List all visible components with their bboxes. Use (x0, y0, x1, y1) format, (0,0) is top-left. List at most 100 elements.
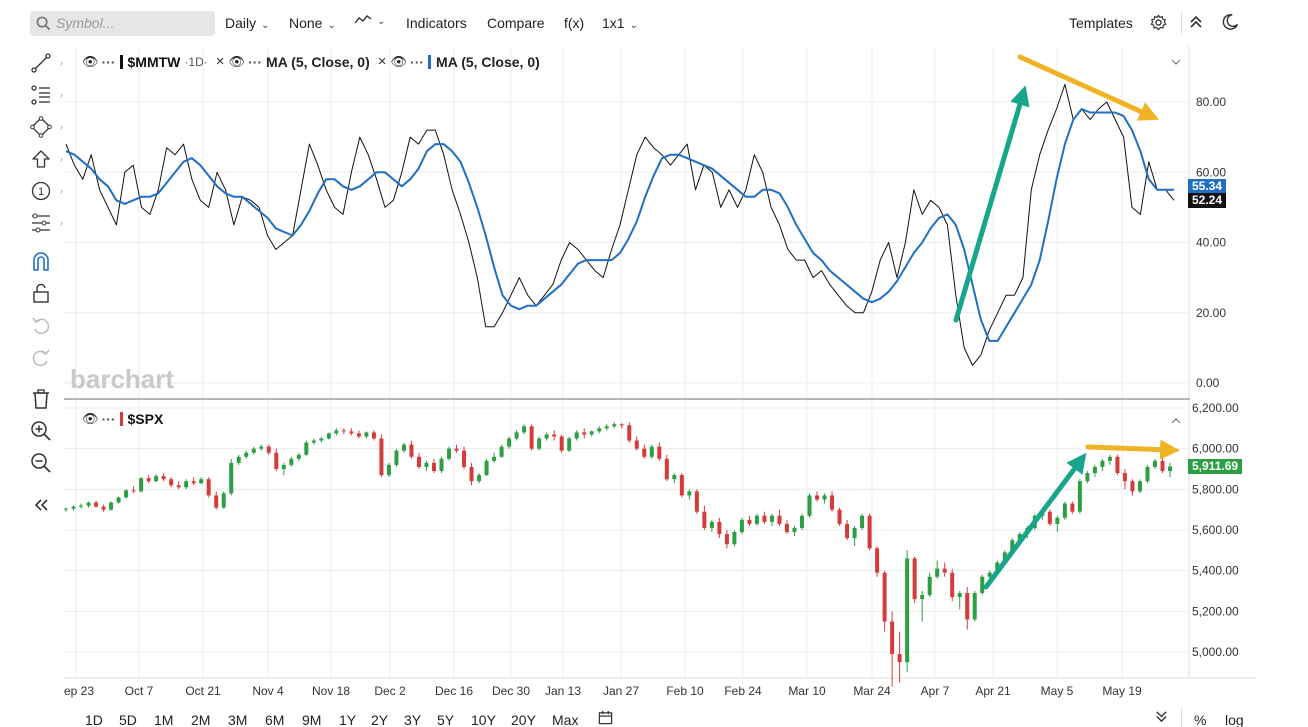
spx-candle-body (401, 444, 406, 451)
spx-candle-body (769, 515, 774, 522)
spx-candle-body (800, 515, 804, 528)
collapse-tools-button[interactable] (30, 494, 56, 520)
spx-candle-body (416, 456, 421, 467)
timeframe-20y[interactable]: 20Y (511, 712, 536, 727)
spx-candle-body (927, 576, 932, 596)
expand-arrow-icon: › (60, 154, 63, 164)
zoom-out-button[interactable] (30, 452, 56, 478)
timeframe-6m[interactable]: 6M (265, 712, 285, 727)
trash-icon (33, 389, 49, 409)
unlock-icon (33, 283, 49, 303)
lower-pane-expand-icon[interactable] (1171, 418, 1181, 424)
x-tick-label: Feb 10 (666, 684, 704, 698)
timeframe-max[interactable]: Max (552, 712, 579, 727)
visibility-eye-icon[interactable]: 👁 (390, 53, 408, 69)
timeframe-10y[interactable]: 10Y (471, 712, 496, 727)
dark-mode-moon-icon[interactable] (1221, 13, 1239, 36)
timeframe-5y[interactable]: 5Y (437, 712, 455, 727)
timeframe-3m[interactable]: 3M (228, 712, 248, 727)
mmtw-ma-line (65, 108, 1174, 342)
remove-indicator-icon[interactable]: × (377, 53, 387, 70)
spx-candle-body (484, 460, 489, 476)
function-button[interactable]: f(x) (564, 15, 585, 31)
log-scale-toggle[interactable]: log (1225, 712, 1244, 727)
more-options-icon[interactable]: ··· (410, 53, 425, 70)
timeframe-2m[interactable]: 2M (191, 712, 211, 727)
settings-gear-icon[interactable] (1150, 14, 1167, 36)
chart-type-dropdown[interactable]: ⌄ (354, 12, 385, 31)
delete-drawings-button[interactable] (30, 388, 56, 414)
upper-pane-collapse-icon[interactable] (1171, 59, 1181, 65)
remove-series-icon[interactable]: × (215, 53, 225, 70)
x-tick-label: Dec 16 (435, 684, 473, 698)
trendline-tool[interactable]: › (30, 52, 63, 78)
more-options-icon[interactable]: ··· (101, 411, 116, 427)
collapse-toolbar-icon[interactable] (1189, 15, 1203, 34)
spx-candle-body (589, 431, 594, 435)
numbered-marker-tool[interactable]: 1 › (30, 180, 63, 206)
magnet-tool[interactable] (30, 250, 56, 276)
spx-candle-body (499, 446, 504, 457)
spx-candle-body (965, 593, 970, 620)
interval-dropdown[interactable]: Daily ⌄ (225, 15, 270, 31)
chart-canvas[interactable]: barchart 80.00 60.00 40.00 20.00 0.00 6,200.… (64, 46, 1256, 726)
upper-pane-legend: 👁 ··· $MMTW ·1D· × 👁 ··· MA (5, Close, 0… (82, 53, 540, 70)
measure-tool[interactable]: › (30, 212, 63, 238)
spx-candle-body (236, 456, 241, 463)
layout-dropdown[interactable]: 1x1 ⌄ (602, 15, 638, 31)
spx-candle-body (1077, 481, 1082, 512)
indicators-button[interactable]: Indicators (406, 15, 467, 31)
symbol-search-box[interactable] (30, 11, 215, 36)
spx-candle-body (1017, 534, 1022, 541)
arrow-marker-tool[interactable]: › (30, 148, 63, 174)
compare-mode-dropdown[interactable]: None ⌄ (289, 15, 336, 31)
more-options-icon[interactable]: ··· (248, 53, 263, 70)
hidden-eye-icon[interactable]: 👁 (228, 53, 246, 69)
timeframe-1y[interactable]: 1Y (339, 712, 357, 727)
shapes-tool[interactable]: › (30, 116, 63, 142)
chart-area[interactable]: barchart 80.00 60.00 40.00 20.00 0.00 6,200.… (64, 46, 1256, 726)
visibility-eye-icon[interactable]: 👁 (82, 53, 99, 69)
timeframe-2y[interactable]: 2Y (371, 712, 389, 727)
lower-y-tick-label: 6,000.00 (1192, 442, 1239, 456)
x-axis: ep 23 Oct 7 Oct 21 Nov 4 Nov 18 Dec 2 Dec 16 De… (64, 684, 1142, 698)
spx-candle-body (394, 450, 399, 465)
percent-scale-toggle[interactable]: % (1194, 712, 1207, 727)
redo-button[interactable] (30, 346, 56, 372)
x-tick-label: Oct 21 (185, 684, 221, 698)
timeframe-3y[interactable]: 3Y (404, 712, 422, 727)
more-options-icon[interactable]: ··· (101, 53, 116, 70)
symbol-search-input[interactable] (56, 13, 206, 33)
spx-candle-body (672, 475, 677, 480)
x-tick-label: Dec 2 (374, 684, 406, 698)
timeframe-1d[interactable]: 1D (85, 712, 103, 727)
spx-candle-body (709, 521, 714, 528)
spx-candle-body (537, 438, 542, 449)
spx-candle-body (1070, 503, 1075, 512)
x-tick-label: Apr 21 (975, 684, 1011, 698)
spx-candle-body (311, 440, 316, 443)
toolbar-divider (1181, 12, 1182, 34)
lock-tool[interactable] (30, 282, 56, 308)
zoom-in-button[interactable] (30, 420, 56, 446)
timeframe-1m[interactable]: 1M (154, 712, 174, 727)
compare-button[interactable]: Compare (487, 15, 545, 31)
undo-button[interactable] (30, 314, 56, 340)
spx-candle-body (1055, 517, 1060, 524)
scroll-to-latest-button[interactable] (1155, 710, 1168, 726)
templates-button[interactable]: Templates (1069, 15, 1133, 31)
spx-candle-body (334, 430, 339, 434)
fibonacci-lines-icon (31, 85, 50, 105)
fibonacci-tool[interactable]: › (30, 84, 63, 110)
spx-candle-body (131, 490, 136, 492)
timeframe-5d[interactable]: 5D (119, 712, 137, 727)
spx-candle-body (379, 438, 384, 476)
visibility-eye-icon[interactable]: 👁 (82, 411, 99, 426)
spx-candle-body (792, 527, 797, 533)
timeframe-9m[interactable]: 9M (302, 712, 322, 727)
chevron-down-icon: ⌄ (629, 20, 638, 31)
date-range-button[interactable] (598, 710, 613, 727)
spx-candle-body (161, 476, 166, 480)
spx-candle-body (296, 454, 301, 459)
number-one-circle-icon: 1 (31, 181, 51, 201)
